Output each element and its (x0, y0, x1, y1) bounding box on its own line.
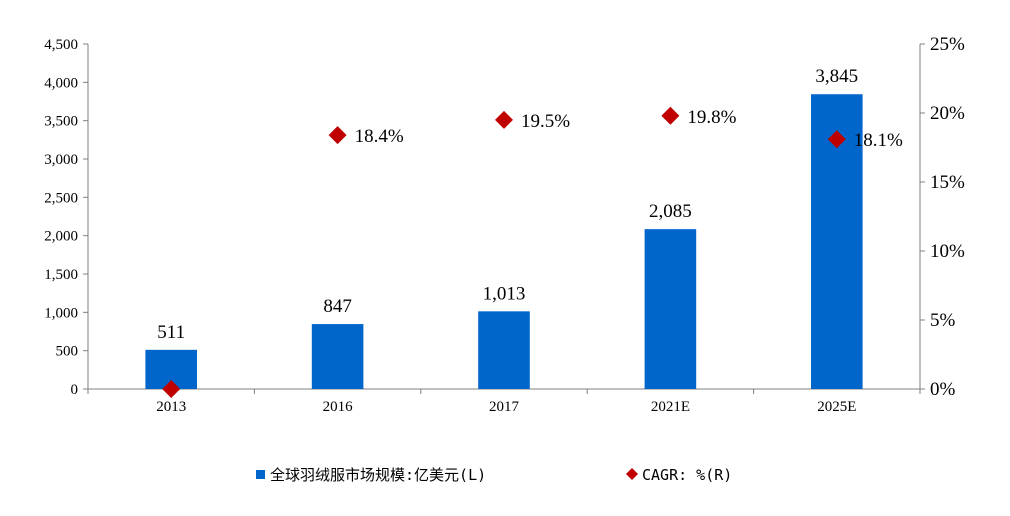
cagr-point (328, 126, 347, 145)
left-tick-label: 4,500 (44, 37, 78, 53)
bar (644, 229, 697, 389)
left-tick-label: 2,500 (44, 190, 78, 206)
x-tick-label: 2017 (489, 399, 520, 415)
bar (478, 311, 530, 389)
legend-bar-label: 全球羽绒服市场规模:亿美元(L) (270, 466, 486, 484)
left-tick-label: 3,500 (44, 114, 78, 130)
bar-value-label: 847 (323, 296, 352, 317)
right-tick-label: 25% (930, 34, 965, 55)
legend-diamond-swatch (626, 468, 638, 480)
cagr-value-label: 19.5% (521, 111, 570, 132)
right-tick-label: 5% (930, 310, 956, 331)
left-tick-label: 1,500 (44, 267, 78, 283)
left-tick-label: 4,000 (44, 75, 78, 91)
x-tick-label: 2025E (817, 399, 856, 415)
data-labels: 511 847 1,013 2,085 3,845 18.4% 19.5% 19.8% 18.1… (157, 66, 903, 343)
cagr-value-label: 18.4% (355, 126, 404, 147)
bar-value-label: 511 (157, 322, 185, 343)
left-tick-label: 500 (56, 344, 79, 360)
bars (145, 94, 863, 389)
markers (162, 106, 846, 398)
x-tick-label: 2016 (323, 399, 354, 415)
legend-bar-swatch (256, 470, 265, 479)
right-tick-label: 20% (930, 103, 965, 124)
cagr-point (827, 130, 846, 149)
left-tick-label: 0 (71, 382, 79, 398)
bar-value-label: 3,845 (815, 66, 858, 87)
left-tick-label: 1,000 (44, 305, 78, 321)
legend-diamond-label: CAGR: %(R) (642, 466, 732, 484)
legend: 全球羽绒服市场规模:亿美元(L) CAGR: %(R) (256, 466, 732, 484)
left-tick-label: 2,000 (44, 229, 78, 245)
right-tick-label: 0% (930, 379, 956, 400)
bar-value-label: 2,085 (649, 201, 692, 222)
cagr-value-label: 18.1% (854, 130, 903, 151)
axes: 0 500 1,000 1,500 2,000 2,500 3,000 3,500 4,000 4… (44, 34, 965, 415)
left-tick-label: 3,000 (44, 152, 78, 168)
cagr-point (162, 380, 181, 398)
x-tick-label: 2021E (651, 399, 690, 415)
cagr-point (495, 110, 513, 129)
cagr-value-label: 19.8% (687, 107, 736, 128)
bar (311, 324, 364, 389)
right-tick-label: 15% (930, 172, 965, 193)
bar-value-label: 1,013 (483, 283, 526, 304)
x-tick-label: 2013 (156, 399, 186, 415)
right-tick-label: 10% (930, 241, 965, 262)
cagr-point (661, 106, 680, 125)
